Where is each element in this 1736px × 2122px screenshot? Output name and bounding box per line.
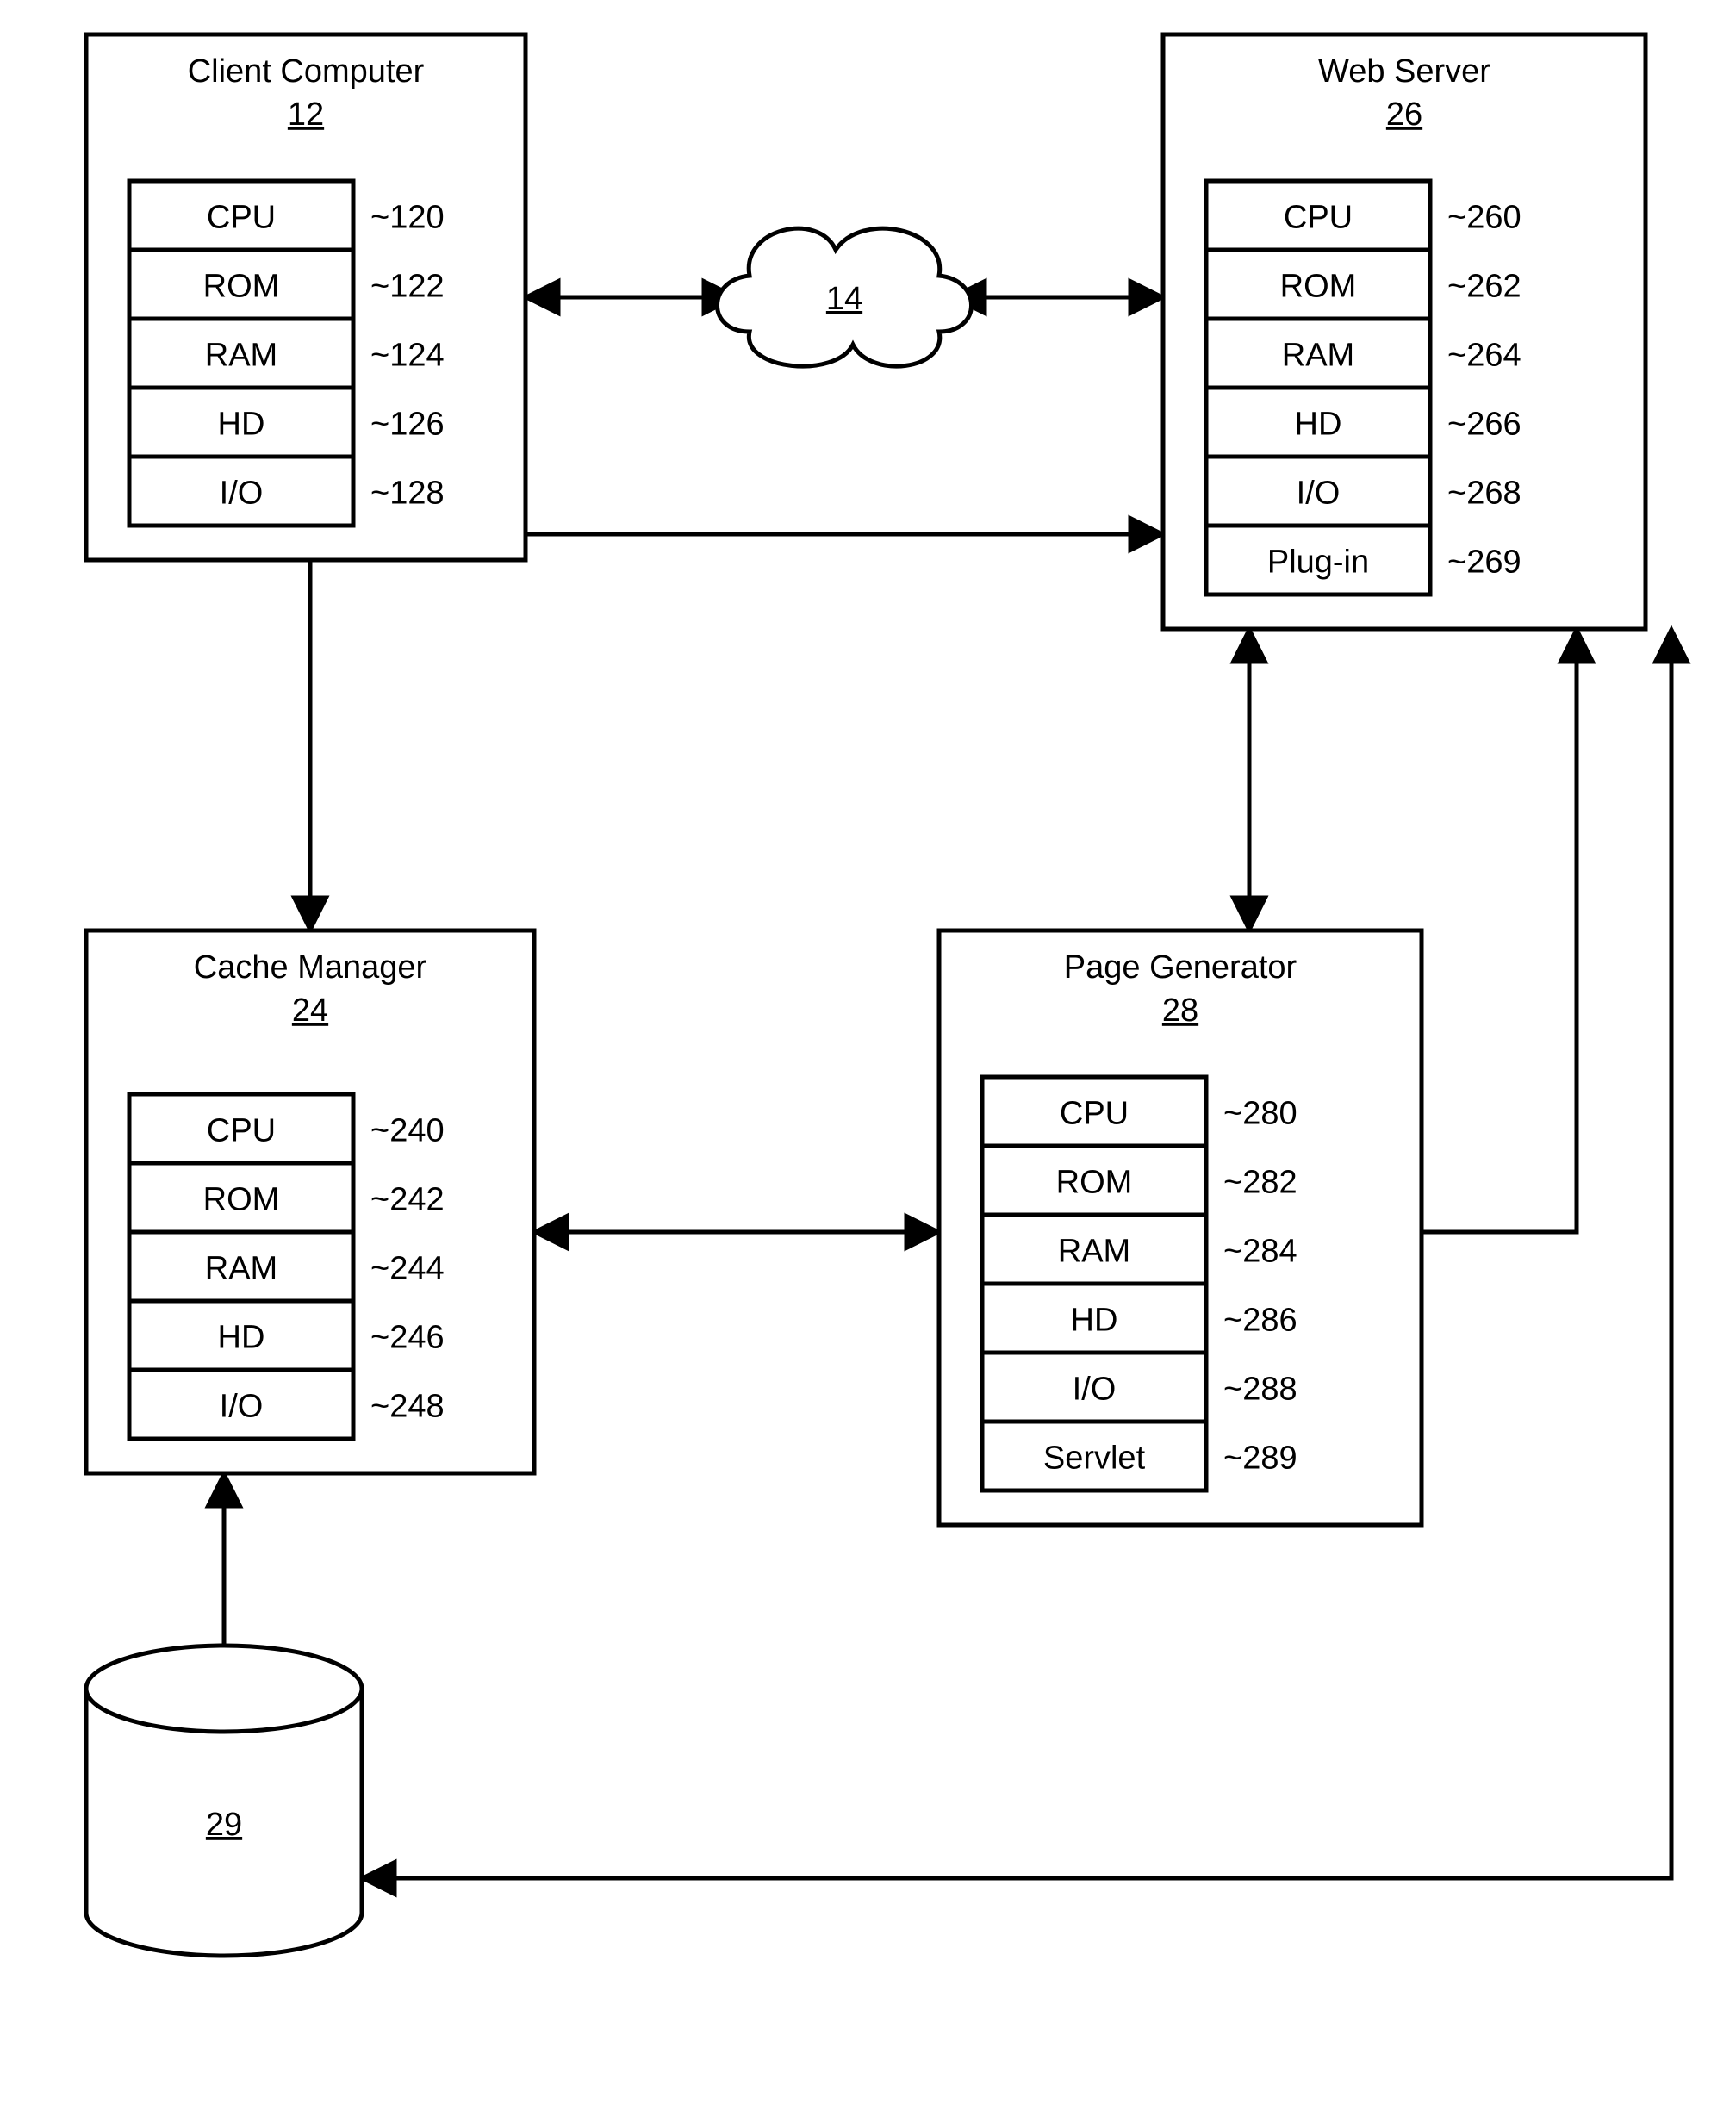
node-pagegen-ref: 28 — [1162, 993, 1198, 1029]
node-cache-ref: 24 — [292, 993, 328, 1029]
node-pagegen-row-0-ref: ~280 — [1223, 1095, 1297, 1131]
node-cache-row-2-label: RAM — [205, 1250, 277, 1286]
node-pagegen-row-1-label: ROM — [1056, 1164, 1133, 1200]
node-pagegen-row-4-ref: ~288 — [1223, 1371, 1297, 1407]
node-pagegen-row-5-ref: ~289 — [1223, 1440, 1297, 1476]
node-pagegen-row-3-ref: ~286 — [1223, 1302, 1297, 1338]
node-cache-title: Cache Manager — [194, 949, 427, 986]
node-pagegen-row-3-label: HD — [1071, 1302, 1118, 1338]
node-client-row-2-label: RAM — [205, 337, 277, 373]
node-cache-row-1-label: ROM — [203, 1181, 280, 1217]
node-client-row-0-ref: ~120 — [370, 199, 445, 235]
system-architecture-diagram: Client Computer 12 CPU ~120 ROM ~122 RAM ~124 HD… — [0, 0, 1736, 2122]
node-pagegen-row-5-label: Servlet — [1043, 1440, 1146, 1476]
node-cache-row-0-ref: ~240 — [370, 1112, 445, 1148]
node-pagegen-title: Page Generator — [1064, 949, 1297, 986]
node-client-row-1-label: ROM — [203, 268, 280, 304]
cloud-ref: 14 — [826, 281, 862, 317]
node-client-row-0-label: CPU — [207, 199, 276, 235]
node-client-row-3-label: HD — [218, 406, 265, 442]
node-pagegen-row-2-label: RAM — [1058, 1233, 1130, 1269]
database-ref: 29 — [206, 1807, 242, 1843]
node-webserver-row-3-label: HD — [1295, 406, 1342, 442]
node-cache-row-2-ref: ~244 — [370, 1250, 445, 1286]
database-top — [86, 1646, 362, 1732]
node-pagegen: Page Generator 28 CPU ~280 ROM ~282 RAM ~284 HD ~… — [939, 930, 1422, 1525]
node-webserver-row-4-label: I/O — [1297, 475, 1341, 511]
node-client-title: Client Computer — [188, 53, 425, 90]
node-cache-row-0-label: CPU — [207, 1112, 276, 1148]
node-cache-row-1-ref: ~242 — [370, 1181, 445, 1217]
node-cache-row-3-ref: ~246 — [370, 1319, 445, 1355]
node-pagegen-row-4-label: I/O — [1073, 1371, 1117, 1407]
arrow-cache-webserver — [310, 534, 1163, 930]
database-layer: 29 — [86, 1646, 362, 1956]
node-pagegen-row-0-label: CPU — [1060, 1095, 1129, 1131]
node-pagegen-row-2-ref: ~284 — [1223, 1233, 1297, 1269]
node-webserver-ref: 26 — [1386, 96, 1422, 133]
node-webserver-row-5-ref: ~269 — [1447, 544, 1521, 580]
node-cache-row-4-label: I/O — [220, 1388, 264, 1424]
arrow-pagegen-webserver — [1422, 629, 1577, 1232]
node-webserver-title: Web Server — [1318, 53, 1490, 90]
node-webserver-row-5-label: Plug-in — [1267, 544, 1369, 580]
node-client-row-3-ref: ~126 — [370, 406, 445, 442]
node-client-ref: 12 — [288, 96, 324, 133]
node-webserver-row-0-label: CPU — [1284, 199, 1353, 235]
node-webserver-row-1-ref: ~262 — [1447, 268, 1521, 304]
node-webserver-row-1-label: ROM — [1280, 268, 1357, 304]
node-client-row-2-ref: ~124 — [370, 337, 445, 373]
node-webserver-row-0-ref: ~260 — [1447, 199, 1521, 235]
node-pagegen-row-1-ref: ~282 — [1223, 1164, 1297, 1200]
cloud-layer: 14 — [718, 228, 972, 366]
node-client: Client Computer 12 CPU ~120 ROM ~122 RAM ~124 HD… — [86, 34, 526, 560]
node-client-row-1-ref: ~122 — [370, 268, 445, 304]
node-webserver-row-2-label: RAM — [1282, 337, 1354, 373]
node-cache-row-3-label: HD — [218, 1319, 265, 1355]
node-client-row-4-ref: ~128 — [370, 475, 445, 511]
node-webserver-row-3-ref: ~266 — [1447, 406, 1521, 442]
node-cache: Cache Manager 24 CPU ~240 ROM ~242 RAM ~244 HD ~2… — [86, 930, 534, 1473]
node-webserver-row-4-ref: ~268 — [1447, 475, 1521, 511]
node-client-row-4-label: I/O — [220, 475, 264, 511]
node-cache-row-4-ref: ~248 — [370, 1388, 445, 1424]
node-webserver-row-2-ref: ~264 — [1447, 337, 1521, 373]
node-webserver: Web Server 26 CPU ~260 ROM ~262 RAM ~264 HD ~266 I… — [1163, 34, 1646, 629]
